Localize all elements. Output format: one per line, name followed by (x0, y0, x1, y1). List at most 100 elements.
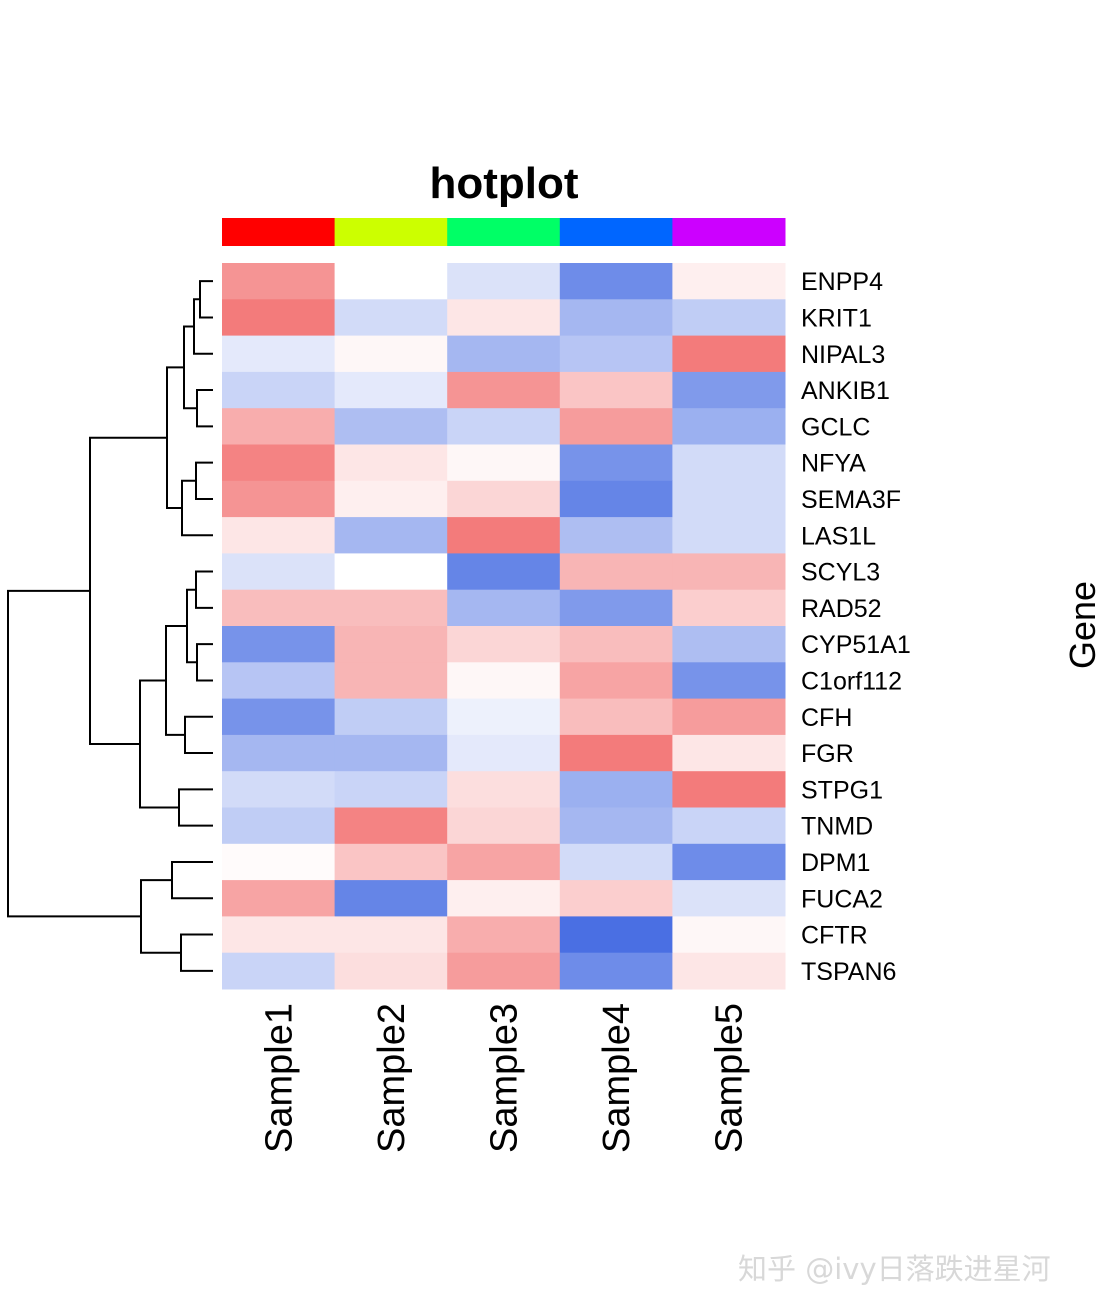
dendrogram-branch (89, 436, 167, 745)
heatmap-cell (222, 734, 336, 772)
dendrogram-branch (140, 879, 181, 954)
heatmap-cell (672, 408, 786, 445)
heatmap-cell (222, 952, 336, 990)
heatmap-cell (447, 408, 561, 445)
column-label: Sample5 (709, 1003, 751, 1153)
heatmap-cell (559, 444, 673, 482)
annotation-cell-sample5 (672, 218, 786, 246)
dendrogram-branch (199, 280, 213, 319)
row-label: TNMD (801, 813, 873, 841)
heatmap-cell (334, 299, 448, 337)
chart-title: hotplot (429, 159, 578, 208)
heatmap-cell (559, 807, 673, 845)
heatmap-cell (559, 771, 673, 808)
heatmap-cell (447, 771, 561, 808)
heatmap-cell (447, 371, 561, 409)
heatmap-cell (672, 553, 786, 591)
annotation-cell-sample3 (447, 218, 561, 246)
heatmap-cell (222, 480, 336, 518)
heatmap-cell (559, 952, 673, 990)
heatmap-cell (447, 880, 561, 917)
heatmap-cell (334, 880, 448, 917)
heatmap-cell (334, 480, 448, 518)
row-label: C1orf112 (801, 667, 902, 695)
heatmap-cells (222, 263, 786, 990)
row-labels: ENPP4 KRIT1 NIPAL3 ANKIB1 GCLC NFYA SEMA3F LAS1… (801, 268, 911, 986)
heatmap-cell (672, 480, 786, 518)
heatmap-cell (559, 662, 673, 700)
heatmap-cell (559, 916, 673, 954)
heatmap-cell (447, 263, 561, 300)
dendrogram-branch (193, 298, 213, 355)
row-label: TSPAN6 (801, 958, 896, 986)
heatmap-cell (334, 408, 448, 445)
heatmap-cell (222, 299, 336, 337)
heatmap-cell (672, 698, 786, 736)
column-annotation-bar (222, 218, 786, 246)
heatmap-cell (334, 371, 448, 409)
dendrogram-branch (171, 860, 213, 900)
row-label: LAS1L (801, 522, 876, 550)
heatmap-cell (222, 371, 336, 409)
dendrogram-branch (184, 715, 213, 755)
column-label: Sample3 (484, 1003, 526, 1153)
heatmap-cell (672, 589, 786, 627)
heatmap-cell (222, 589, 336, 627)
dendrogram-branch (196, 643, 213, 682)
heatmap-cell (559, 698, 673, 736)
heatmap-cell (334, 916, 448, 954)
heatmap-cell (672, 771, 786, 808)
heatmap-cell (334, 517, 448, 554)
heatmap-cell (222, 444, 336, 482)
row-label: SEMA3F (801, 486, 901, 514)
annotation-cell-sample2 (334, 218, 448, 246)
heatmap-cell (447, 698, 561, 736)
heatmap-cell (222, 335, 336, 373)
heatmap-cell (672, 263, 786, 300)
heatmap-cell (447, 952, 561, 990)
heatmap-cell (447, 734, 561, 772)
heatmap-cell (559, 589, 673, 627)
heatmap-cell (559, 480, 673, 518)
heatmap-cell (334, 335, 448, 373)
row-label: NFYA (801, 450, 866, 478)
column-label: Sample2 (371, 1003, 413, 1153)
heatmap-cell (334, 626, 448, 663)
heatmap-cell (672, 444, 786, 482)
heatmap-cell (222, 698, 336, 736)
row-label: KRIT1 (801, 304, 872, 332)
heatmap-cell (672, 916, 786, 954)
heatmap-cell (334, 807, 448, 845)
heatmap-cell (447, 807, 561, 845)
heatmap-cell (334, 843, 448, 881)
watermark: 知乎 @ivy日落跌进星河 (738, 1252, 1051, 1286)
heatmap-cell (672, 662, 786, 700)
heatmap-cell (672, 734, 786, 772)
heatmap-cell (222, 771, 336, 808)
column-labels: Sample1 Sample2 Sample3 Sample4 Sample5 (258, 1003, 750, 1153)
heatmap-cell (447, 843, 561, 881)
heatmap-cell (672, 880, 786, 917)
heatmap-cell (222, 916, 336, 954)
heatmap-cell (222, 408, 336, 445)
heatmap-cell (447, 916, 561, 954)
row-label: GCLC (801, 413, 870, 441)
dendrogram-branch (139, 679, 179, 809)
heatmap-cell (559, 553, 673, 591)
heatmap-cell (672, 335, 786, 373)
heatmap-cell (559, 734, 673, 772)
dendrogram-branch (181, 479, 213, 537)
heatmap-cell (672, 952, 786, 990)
heatmap-cell (559, 408, 673, 445)
heatmap-cell (559, 371, 673, 409)
heatmap-cell (334, 263, 448, 300)
heatmap-cell (447, 299, 561, 337)
row-label: STPG1 (801, 776, 883, 804)
annotation-cell-sample1 (222, 218, 336, 246)
heatmap-cell (334, 662, 448, 700)
dendrogram-branch (165, 625, 187, 736)
heatmap-cell (222, 517, 336, 554)
heatmap-cell (559, 626, 673, 663)
